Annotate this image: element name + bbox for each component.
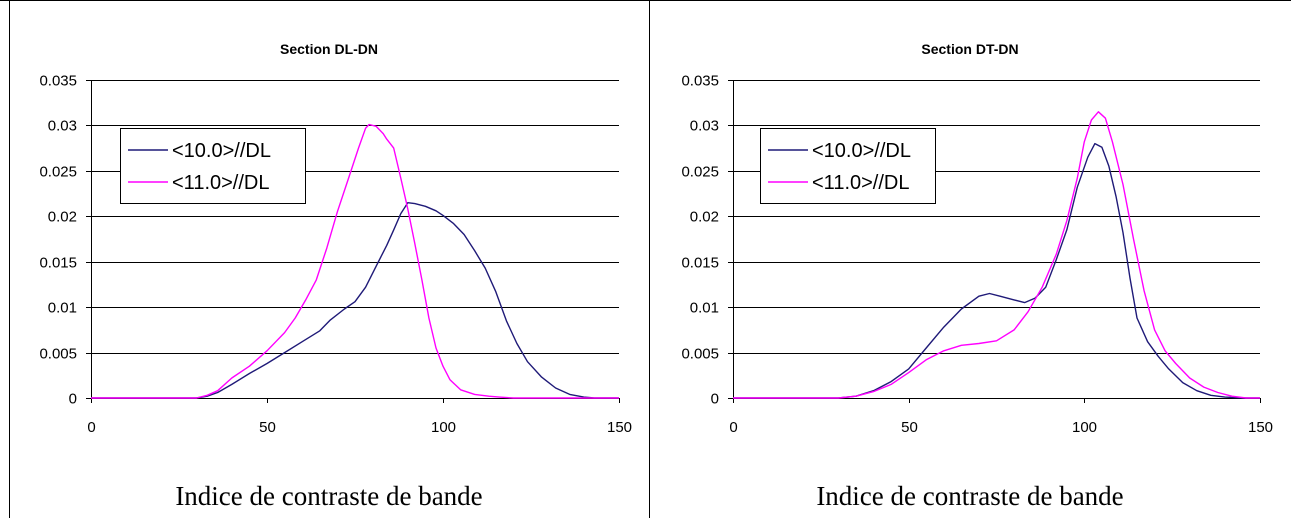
chart-dt-dn: Section DT-DN 0 0.005 0.01 0.015 0.02 0.025 0.… xyxy=(681,41,1273,511)
axes xyxy=(91,80,619,399)
legend-label: <10.0>//DL xyxy=(812,140,911,162)
y-tick-label: 0 xyxy=(69,391,77,408)
x-tick-label: 150 xyxy=(1248,419,1273,436)
x-axis-label: Indice de contraste de bande xyxy=(816,481,1123,511)
y-tick-label: 0.015 xyxy=(681,255,719,272)
y-tick-label: 0.005 xyxy=(39,346,77,363)
y-tick-label: 0.01 xyxy=(690,300,719,317)
y-tick-label: 0.035 xyxy=(39,73,77,90)
x-tick-label: 0 xyxy=(87,419,95,436)
legend: <10.0>//DL <11.0>//DL xyxy=(760,128,936,204)
y-tick-label: 0.005 xyxy=(681,346,719,363)
x-tick-label: 100 xyxy=(431,419,456,436)
series-line xyxy=(733,142,1260,399)
x-tick-label: 50 xyxy=(259,419,276,436)
x-axis-ticks: 0 50 100 150 xyxy=(87,398,632,436)
x-axis-ticks: 0 50 100 150 xyxy=(729,398,1273,436)
legend-label: <11.0>//DL xyxy=(172,172,269,194)
y-tick-label: 0.015 xyxy=(39,255,77,272)
grid-lines xyxy=(733,80,1260,354)
y-axis-ticks: 0 0.005 0.01 0.015 0.02 0.025 0.03 0.035 xyxy=(39,73,91,408)
legend-box xyxy=(760,128,936,204)
y-tick-label: 0.025 xyxy=(681,164,719,181)
chart-title: Section DT-DN xyxy=(921,41,1018,57)
series-lines xyxy=(91,123,619,399)
grid-lines xyxy=(91,80,619,354)
x-tick-label: 150 xyxy=(607,419,632,436)
series-line xyxy=(91,201,619,399)
y-tick-label: 0.02 xyxy=(690,209,719,226)
y-tick-label: 0.02 xyxy=(48,209,77,226)
y-tick-label: 0.03 xyxy=(690,118,719,135)
series-line xyxy=(91,123,619,399)
series-line xyxy=(733,111,1260,399)
chart-dl-dn: Section DL-DN 0 0.005 0.01 0.015 0.02 0.025 0.… xyxy=(39,41,632,511)
x-tick-label: 0 xyxy=(729,419,737,436)
legend-box xyxy=(120,128,306,204)
legend-label: <11.0>//DL xyxy=(812,172,909,194)
x-axis-label: Indice de contraste de bande xyxy=(175,481,482,511)
legend-label: <10.0>//DL xyxy=(172,140,271,162)
y-tick-label: 0.035 xyxy=(681,73,719,90)
y-axis-ticks: 0 0.005 0.01 0.015 0.02 0.025 0.03 0.035 xyxy=(681,73,733,408)
x-tick-label: 50 xyxy=(901,419,918,436)
y-tick-label: 0.025 xyxy=(39,164,77,181)
axes xyxy=(733,80,1260,399)
chart-title: Section DL-DN xyxy=(280,41,378,57)
series-lines xyxy=(733,111,1260,399)
y-tick-label: 0.03 xyxy=(48,118,77,135)
x-tick-label: 100 xyxy=(1072,419,1097,436)
legend: <10.0>//DL <11.0>//DL xyxy=(120,128,306,204)
y-tick-label: 0 xyxy=(711,391,719,408)
y-tick-label: 0.01 xyxy=(48,300,77,317)
